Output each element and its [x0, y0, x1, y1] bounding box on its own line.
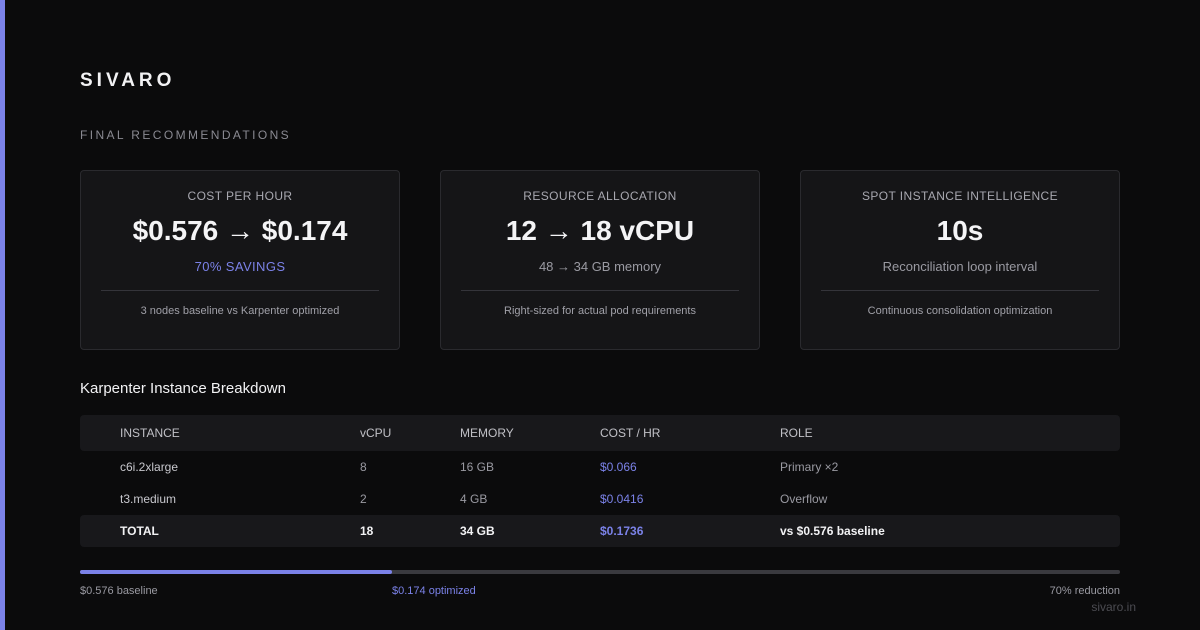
accent-bar: [0, 0, 5, 630]
cost-progress-bar: [80, 570, 1120, 574]
card-value: 10s: [936, 215, 984, 246]
column-header-role: ROLE: [780, 426, 813, 440]
card-divider: [461, 290, 739, 291]
table-header-row: INSTANCE vCPU MEMORY COST / HR ROLE: [80, 415, 1120, 451]
card-label: COST PER HOUR: [187, 189, 293, 203]
vcpu-cell: 2: [360, 492, 367, 506]
card-value: 12 → 18 vCPU: [505, 215, 695, 246]
total-vcpu: 18: [360, 524, 374, 538]
card-spot-intelligence: SPOT INSTANCE INTELLIGENCE 10s Reconcili…: [800, 170, 1120, 350]
card-resource-allocation: RESOURCE ALLOCATION 12 → 18 vCPU 48 → 34…: [440, 170, 760, 350]
card-cost-per-hour: COST PER HOUR $0.576 → $0.174 70% SAVING…: [80, 170, 400, 350]
card-label: SPOT INSTANCE INTELLIGENCE: [862, 189, 1058, 203]
section-label: FINAL RECOMMENDATIONS: [80, 128, 292, 142]
card-divider: [821, 290, 1099, 291]
vcpu-cell: 8: [360, 460, 367, 474]
card-divider: [101, 290, 379, 291]
column-header-memory: MEMORY: [460, 426, 514, 440]
role-cell: Overflow: [780, 492, 828, 506]
card-note: 3 nodes baseline vs Karpenter optimized: [140, 305, 340, 317]
card-note: Right-sized for actual pod requirements: [504, 305, 696, 317]
metric-cards: COST PER HOUR $0.576 → $0.174 70% SAVING…: [80, 170, 1120, 350]
cost-progress-fill: [80, 570, 392, 574]
card-label: RESOURCE ALLOCATION: [523, 189, 677, 203]
table-title: Karpenter Instance Breakdown: [80, 380, 286, 397]
footer-url: sivaro.in: [1091, 600, 1136, 614]
brand-logo: SIVARO: [80, 70, 176, 91]
table-row: t3.medium 2 4 GB $0.0416 Overflow: [80, 483, 1120, 515]
card-sub: 48 → 34 GB memory: [538, 259, 662, 274]
column-header-vcpu: vCPU: [360, 426, 392, 440]
cost-cell: $0.0416: [600, 492, 644, 506]
total-cost: $0.1736: [600, 524, 644, 538]
column-header-cost: COST / HR: [600, 426, 661, 440]
instance-table: INSTANCE vCPU MEMORY COST / HR ROLE c6i.…: [80, 415, 1120, 547]
total-role: vs $0.576 baseline: [780, 524, 885, 538]
instance-cell: c6i.2xlarge: [120, 460, 179, 474]
column-header-instance: INSTANCE: [120, 426, 180, 440]
memory-cell: 4 GB: [460, 492, 488, 506]
role-cell: Primary ×2: [780, 460, 839, 474]
savings-badge: 70% SAVINGS: [194, 259, 286, 274]
card-value: $0.576 → $0.174: [132, 215, 348, 246]
memory-cell: 16 GB: [460, 460, 495, 474]
reduction-label: 70% reduction: [1049, 585, 1120, 597]
total-memory: 34 GB: [460, 524, 495, 538]
card-sub: Reconciliation loop interval: [882, 259, 1038, 274]
baseline-label: $0.576 baseline: [80, 585, 158, 597]
table-total-row: TOTAL 18 34 GB $0.1736 vs $0.576 baselin…: [80, 515, 1120, 547]
cost-cell: $0.066: [600, 460, 637, 474]
card-note: Continuous consolidation optimization: [867, 305, 1053, 317]
total-label: TOTAL: [120, 524, 159, 538]
instance-cell: t3.medium: [120, 492, 177, 506]
optimized-label: $0.174 optimized: [392, 585, 476, 597]
table-row: c6i.2xlarge 8 16 GB $0.066 Primary ×2: [80, 451, 1120, 483]
